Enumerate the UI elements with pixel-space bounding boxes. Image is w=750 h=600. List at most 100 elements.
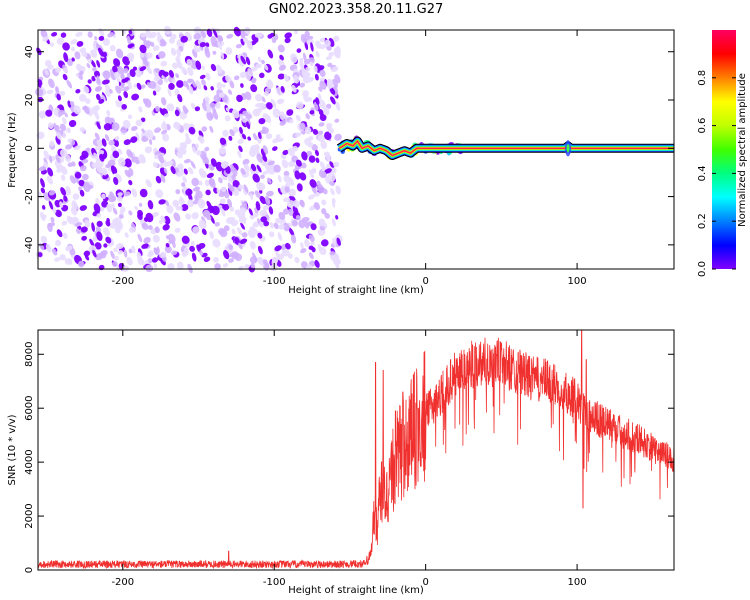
noise-blob (95, 86, 102, 92)
noise-blob (228, 217, 236, 222)
noise-blob (320, 140, 327, 149)
y-tick-label: 2000 (24, 503, 35, 528)
noise-blob (155, 189, 164, 198)
noise-blob (244, 163, 249, 169)
noise-blob (225, 47, 233, 55)
noise-blob (62, 73, 68, 81)
noise-blob (167, 88, 172, 97)
noise-blob (191, 212, 199, 220)
noise-blob (109, 45, 116, 52)
noise-blob (130, 125, 138, 132)
noise-blob (296, 101, 304, 110)
noise-blob (206, 215, 212, 221)
noise-blob (36, 131, 45, 140)
noise-blob (63, 52, 69, 63)
noise-blob (96, 121, 101, 130)
noise-blob (68, 119, 77, 128)
noise-blob (152, 162, 158, 168)
noise-blob (247, 136, 252, 141)
noise-blob (231, 109, 240, 119)
noise-blob (278, 211, 286, 220)
noise-blob (127, 80, 132, 90)
noise-blob (108, 139, 115, 146)
noise-blob (47, 167, 54, 177)
noise-blob (238, 184, 244, 190)
noise-blob (188, 85, 194, 95)
noise-blob (237, 150, 242, 158)
noise-blob (254, 32, 263, 38)
noise-blob (112, 150, 120, 159)
noise-blob (324, 39, 331, 47)
noise-blob (60, 123, 66, 132)
noise-blob (296, 48, 302, 53)
noise-blob (176, 48, 181, 58)
spectrogram-y-label: Frequency (Hz) (7, 112, 18, 188)
noise-blob (304, 137, 312, 146)
noise-blob (123, 68, 129, 74)
noise-blob (233, 126, 238, 132)
noise-blob (102, 70, 111, 80)
noise-blob (275, 134, 281, 139)
noise-blob (310, 223, 317, 231)
noise-blob (299, 60, 304, 70)
noise-blob (171, 240, 176, 249)
noise-blob (278, 223, 285, 230)
spectrogram-x-label: Height of straight line (km) (288, 285, 424, 296)
noise-blob (59, 254, 66, 261)
snr-series (38, 330, 674, 570)
noise-blob (257, 232, 263, 239)
noise-blob (227, 198, 233, 208)
noise-blob (306, 150, 313, 157)
noise-blob (314, 260, 320, 268)
noise-blob (317, 228, 326, 236)
noise-blob (317, 130, 324, 135)
noise-blob (249, 256, 258, 264)
noise-blob (158, 154, 165, 164)
noise-blob (96, 93, 101, 101)
noise-blob (147, 200, 154, 210)
noise-blob (94, 36, 98, 41)
y-tick-label: -40 (24, 237, 35, 253)
noise-blob (71, 200, 78, 211)
y-tick-label: 0 (24, 567, 35, 573)
noise-blob (96, 75, 101, 85)
noise-blob (212, 110, 219, 120)
noise-blob (185, 188, 193, 196)
noise-blob (75, 222, 83, 227)
noise-blob (165, 235, 170, 240)
noise-blob (324, 131, 332, 141)
noise-blob (51, 248, 58, 256)
noise-blob (222, 263, 229, 268)
noise-blob (221, 186, 227, 193)
noise-blob (312, 169, 316, 174)
noise-blob (111, 261, 118, 267)
noise-blob (330, 188, 335, 196)
noise-blob (294, 170, 301, 180)
noise-blob (150, 41, 155, 47)
noise-blob (173, 121, 181, 131)
noise-blob (45, 243, 52, 253)
noise-blob (200, 30, 206, 39)
noise-blob (318, 99, 326, 109)
noise-blob (66, 58, 73, 67)
noise-blob (331, 66, 339, 72)
noise-blob (278, 64, 287, 71)
noise-blob (145, 30, 153, 39)
noise-blob (282, 197, 291, 203)
noise-blob (41, 87, 47, 95)
noise-blob (98, 264, 105, 271)
noise-blob (201, 79, 206, 86)
noise-blob (182, 105, 188, 115)
noise-blob (210, 158, 217, 167)
noise-blob (50, 216, 55, 223)
noise-blob (250, 163, 257, 172)
noise-blob (308, 194, 315, 200)
noise-blob (274, 245, 282, 252)
noise-blob (216, 82, 223, 90)
noise-blob (96, 220, 103, 227)
noise-blob (277, 73, 285, 80)
noise-blob (283, 73, 289, 82)
noise-blob (276, 98, 285, 105)
noise-blob (304, 239, 310, 248)
noise-blob (238, 242, 243, 250)
